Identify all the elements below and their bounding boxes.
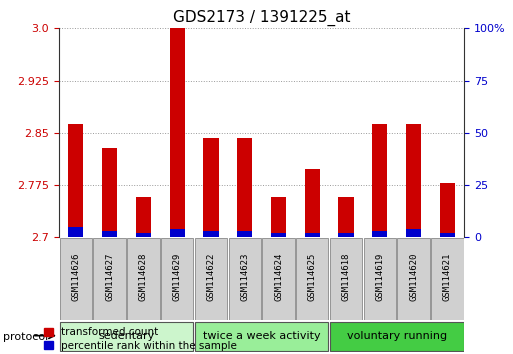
Bar: [68, 124, 84, 237]
Text: GSM114622: GSM114622: [206, 253, 215, 301]
Text: GSM114618: GSM114618: [342, 253, 350, 301]
Bar: [127, 238, 160, 320]
Bar: [228, 238, 261, 320]
Bar: [60, 322, 193, 350]
Text: sedentary: sedentary: [98, 331, 154, 341]
Bar: [203, 231, 219, 237]
Bar: [372, 231, 387, 237]
Bar: [102, 148, 117, 237]
Bar: [170, 28, 185, 237]
Bar: [398, 238, 430, 320]
Text: GSM114619: GSM114619: [376, 253, 384, 301]
Bar: [237, 231, 252, 237]
Bar: [406, 124, 421, 237]
Text: GSM114623: GSM114623: [240, 253, 249, 301]
Bar: [296, 238, 328, 320]
Bar: [305, 169, 320, 237]
Bar: [195, 322, 328, 350]
Text: GSM114620: GSM114620: [409, 253, 418, 301]
Title: GDS2173 / 1391225_at: GDS2173 / 1391225_at: [173, 9, 350, 25]
Bar: [305, 233, 320, 237]
Text: twice a week activity: twice a week activity: [203, 331, 321, 341]
Text: GSM114628: GSM114628: [139, 253, 148, 301]
Bar: [161, 238, 193, 320]
Bar: [262, 238, 295, 320]
Legend: transformed count, percentile rank within the sample: transformed count, percentile rank withi…: [44, 327, 238, 350]
Bar: [102, 231, 117, 237]
Bar: [271, 197, 286, 237]
Text: GSM114624: GSM114624: [274, 253, 283, 301]
Bar: [339, 197, 353, 237]
Bar: [330, 322, 464, 350]
Bar: [136, 233, 151, 237]
Bar: [93, 238, 126, 320]
Bar: [60, 238, 92, 320]
Bar: [68, 227, 84, 237]
Text: protocol: protocol: [3, 332, 48, 342]
Bar: [339, 233, 353, 237]
Bar: [406, 229, 421, 237]
Bar: [136, 197, 151, 237]
Text: GSM114626: GSM114626: [71, 253, 81, 301]
Bar: [203, 138, 219, 237]
Bar: [364, 238, 396, 320]
Text: GSM114625: GSM114625: [308, 253, 317, 301]
Bar: [440, 183, 455, 237]
Text: GSM114629: GSM114629: [173, 253, 182, 301]
Bar: [195, 238, 227, 320]
Bar: [431, 238, 464, 320]
Bar: [440, 233, 455, 237]
Bar: [237, 138, 252, 237]
Bar: [271, 233, 286, 237]
Bar: [330, 238, 362, 320]
Text: GSM114621: GSM114621: [443, 253, 452, 301]
Bar: [372, 124, 387, 237]
Text: GSM114627: GSM114627: [105, 253, 114, 301]
Bar: [170, 229, 185, 237]
Text: voluntary running: voluntary running: [347, 331, 447, 341]
